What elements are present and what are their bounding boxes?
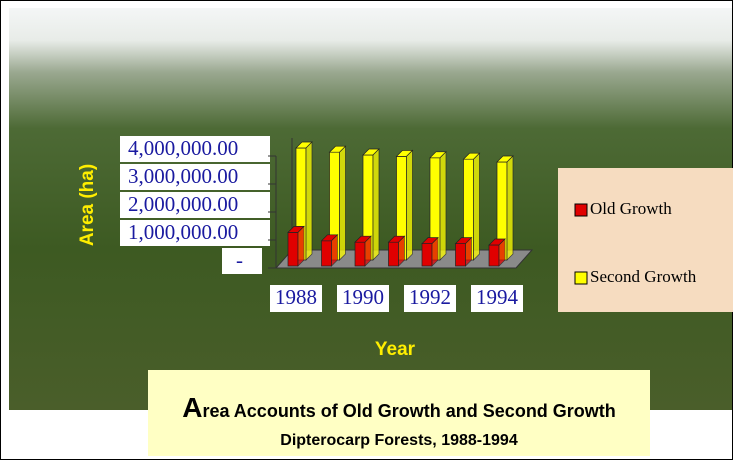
chart-title: Area Accounts of Old Growth and Second G… <box>148 392 650 424</box>
y-tick-label: - <box>236 248 243 272</box>
x-tick-label: 1992 <box>409 285 451 309</box>
bar <box>422 238 438 266</box>
x-tick-label: 1988 <box>275 285 317 309</box>
page: Year Area (ha) - 1,000,000.00 2,000,000.00… <box>0 0 733 460</box>
bar <box>456 238 472 266</box>
bar-side <box>332 235 338 266</box>
bar-front <box>489 245 499 266</box>
bar-side <box>373 149 379 260</box>
bar-front <box>456 244 466 266</box>
y-tick-label: 4,000,000.00 <box>128 136 238 160</box>
chart-subtitle: Dipterocarp Forests, 1988-1994 <box>148 432 650 450</box>
bar-side <box>440 152 446 260</box>
bar-side <box>306 142 312 260</box>
y-tick-label: 1,000,000.00 <box>128 220 238 244</box>
bar-side <box>340 146 346 260</box>
legend-swatch <box>575 204 587 216</box>
bar-side <box>298 226 304 266</box>
legend-label: Old Growth <box>590 199 672 218</box>
title-box: Area Accounts of Old Growth and Second G… <box>148 370 650 456</box>
bar-front <box>389 242 399 266</box>
bar-side <box>507 156 513 260</box>
bar <box>489 239 505 266</box>
legend-label: Second Growth <box>590 267 697 286</box>
legend-swatch <box>575 272 587 284</box>
bar-side <box>407 150 413 260</box>
x-tick-label: 1994 <box>476 285 519 309</box>
bar <box>288 226 304 266</box>
bar <box>322 235 338 266</box>
x-tick-label: 1990 <box>342 285 384 309</box>
y-axis-label: Area (ha) <box>77 164 98 246</box>
bar <box>389 236 405 266</box>
x-axis-label: Year <box>375 339 416 360</box>
bar-front <box>288 232 298 266</box>
y-tick-label: 3,000,000.00 <box>128 164 238 188</box>
bar-front <box>355 242 365 266</box>
bar <box>355 236 371 266</box>
legend-box <box>558 168 733 312</box>
bar-side <box>474 153 480 260</box>
y-tick-label: 2,000,000.00 <box>128 192 238 216</box>
bar-front <box>422 244 432 266</box>
bar-front <box>322 241 332 266</box>
